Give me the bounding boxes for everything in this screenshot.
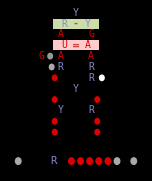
Circle shape <box>52 97 57 102</box>
Circle shape <box>52 129 57 135</box>
Circle shape <box>114 158 120 164</box>
FancyBboxPatch shape <box>53 40 99 50</box>
Text: U: U <box>61 40 67 50</box>
Circle shape <box>78 158 83 164</box>
Text: A: A <box>58 29 64 39</box>
Circle shape <box>100 75 104 81</box>
Text: R: R <box>61 18 67 29</box>
Text: Y: Y <box>85 18 91 29</box>
Text: R: R <box>50 156 56 166</box>
Circle shape <box>16 158 21 164</box>
Circle shape <box>95 129 100 135</box>
Text: R: R <box>88 62 94 72</box>
FancyBboxPatch shape <box>53 18 99 28</box>
Circle shape <box>52 75 57 81</box>
Circle shape <box>95 97 100 102</box>
Text: A: A <box>58 51 64 61</box>
Text: Y: Y <box>58 105 64 115</box>
Text: R: R <box>58 62 64 72</box>
Text: Y: Y <box>73 84 79 94</box>
Text: G: G <box>88 29 94 39</box>
Text: G: G <box>38 51 44 61</box>
Text: =: = <box>72 40 80 50</box>
Circle shape <box>96 158 102 164</box>
Circle shape <box>48 53 52 59</box>
Circle shape <box>95 119 100 124</box>
Circle shape <box>87 158 92 164</box>
Circle shape <box>52 119 57 124</box>
Text: -: - <box>74 18 78 29</box>
Text: A: A <box>85 40 91 50</box>
Text: R: R <box>88 105 94 115</box>
Text: Y: Y <box>73 8 79 18</box>
Circle shape <box>69 158 74 164</box>
Text: A: A <box>88 51 94 61</box>
Circle shape <box>131 158 136 164</box>
Circle shape <box>105 158 111 164</box>
Circle shape <box>49 64 54 70</box>
Text: R: R <box>88 73 94 83</box>
